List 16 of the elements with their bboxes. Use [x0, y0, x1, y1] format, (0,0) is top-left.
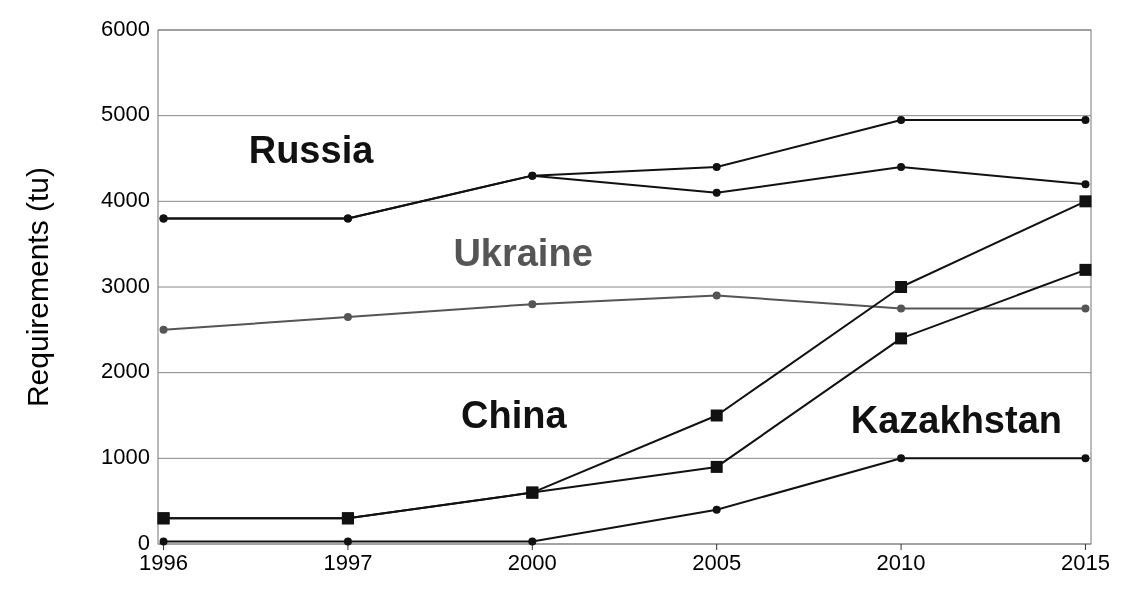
series-label: China	[461, 394, 568, 437]
y-tick-label: 1000	[101, 444, 150, 470]
series-label: Ukraine	[453, 231, 593, 274]
y-axis-title: Requirements (tu)	[21, 166, 54, 408]
y-tick-label: 3000	[101, 272, 150, 298]
y-tick-label: 6000	[101, 15, 150, 41]
y-tick-label: 4000	[101, 187, 150, 213]
y-tick-label: 2000	[101, 358, 150, 384]
x-tick-label: 2015	[1060, 550, 1110, 575]
x-tick-label: 1997	[323, 550, 373, 575]
x-tick-label: 2010	[876, 550, 926, 575]
x-tick-label: 2000	[507, 550, 557, 575]
series-label: Kazakhstan	[850, 398, 1062, 441]
series-label: Russia	[248, 128, 375, 171]
y-tick-label: 5000	[101, 101, 150, 127]
x-tick-label: 2005	[692, 550, 742, 575]
